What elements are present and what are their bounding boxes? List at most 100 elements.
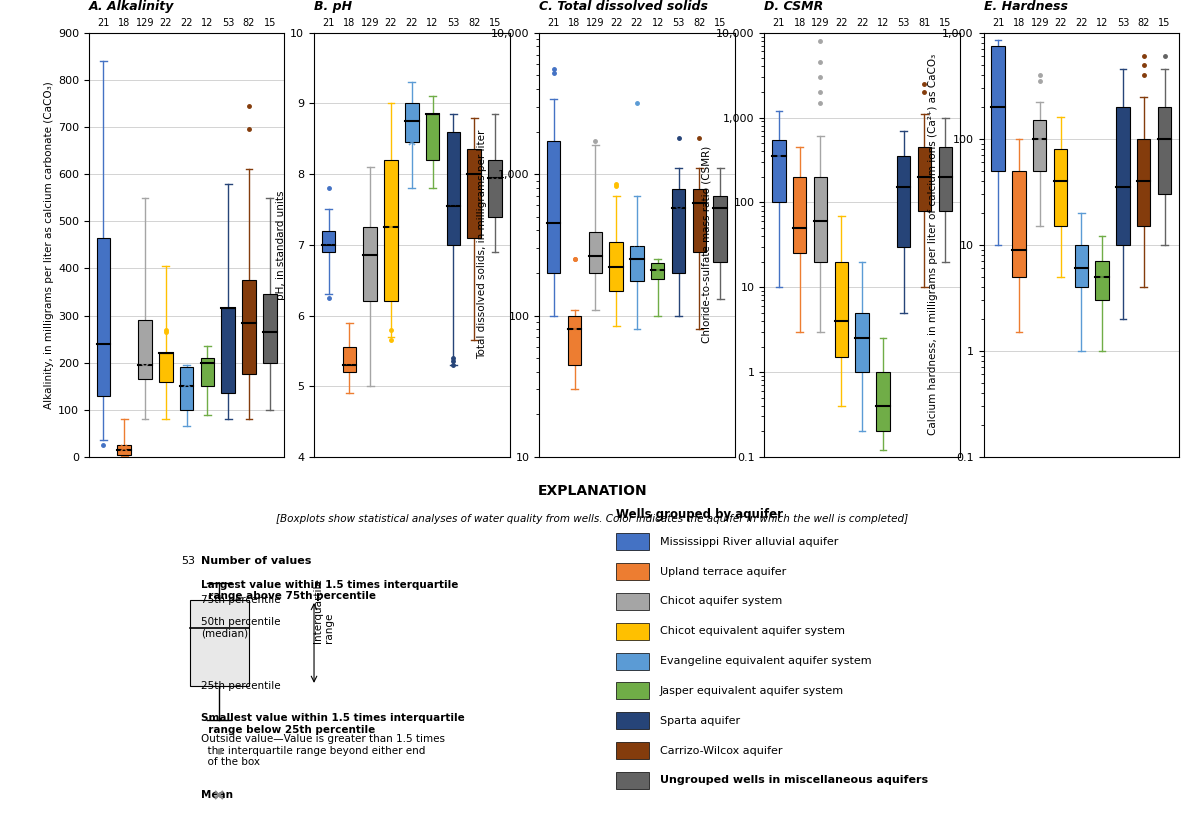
Bar <box>616 653 649 670</box>
Text: 22: 22 <box>180 19 193 29</box>
Text: 15: 15 <box>1158 19 1171 29</box>
Bar <box>222 308 235 393</box>
Text: A. Alkalinity: A. Alkalinity <box>89 1 174 13</box>
Bar <box>616 742 649 759</box>
Text: 129: 129 <box>587 19 604 29</box>
Text: Largest value within 1.5 times interquartile
  range above 75th percentile: Largest value within 1.5 times interquar… <box>201 579 459 601</box>
Text: 129: 129 <box>812 19 829 29</box>
Bar <box>672 189 685 273</box>
Text: Outside value—Value is greater than 1.5 times
  the interquartile range beyond e: Outside value—Value is greater than 1.5 … <box>201 734 446 768</box>
Text: Ungrouped wells in miscellaneous aquifers: Ungrouped wells in miscellaneous aquifer… <box>660 775 928 785</box>
Text: Carrizo-Wilcox aquifer: Carrizo-Wilcox aquifer <box>660 746 782 756</box>
Bar <box>447 131 460 245</box>
Text: 53: 53 <box>181 556 196 565</box>
Text: 18: 18 <box>569 19 581 29</box>
Bar <box>180 367 193 410</box>
Y-axis label: Alkalinity, in milligrams per liter as calcium carbonate (CaCO₃): Alkalinity, in milligrams per liter as c… <box>44 81 53 409</box>
Text: EXPLANATION: EXPLANATION <box>538 484 647 498</box>
Bar <box>1158 107 1171 194</box>
Bar <box>425 114 440 160</box>
Text: B. pH: B. pH <box>314 1 352 13</box>
Bar <box>1116 107 1129 245</box>
Bar <box>917 147 931 211</box>
Text: 53: 53 <box>222 19 235 29</box>
Bar <box>200 358 214 386</box>
Bar <box>773 140 786 202</box>
Text: 22: 22 <box>160 19 172 29</box>
Text: 18: 18 <box>344 19 356 29</box>
Text: 53: 53 <box>897 19 910 29</box>
Bar <box>616 563 649 580</box>
Text: 82: 82 <box>243 19 255 29</box>
Bar <box>939 147 952 211</box>
Text: Smallest value within 1.5 times interquartile
  range below 25th percentile: Smallest value within 1.5 times interqua… <box>201 713 466 734</box>
Bar <box>856 313 869 372</box>
Bar <box>1095 261 1109 300</box>
Bar <box>814 177 827 262</box>
Text: 22: 22 <box>405 19 418 29</box>
Text: 53: 53 <box>1116 19 1129 29</box>
Text: 15: 15 <box>713 19 726 29</box>
Text: 22: 22 <box>1075 19 1088 29</box>
Bar <box>713 196 726 262</box>
Text: 81: 81 <box>918 19 930 29</box>
Bar <box>405 104 418 142</box>
Bar <box>589 232 602 273</box>
Bar <box>616 593 649 610</box>
Bar <box>139 320 152 379</box>
Text: 21: 21 <box>547 19 561 29</box>
Bar <box>897 156 910 246</box>
Text: 25th percentile: 25th percentile <box>201 681 281 691</box>
Text: 75th percentile: 75th percentile <box>201 595 281 605</box>
Text: 22: 22 <box>630 19 643 29</box>
Bar <box>97 237 110 396</box>
Text: 82: 82 <box>1138 19 1149 29</box>
Y-axis label: Total dissolved solids, in milligrams per liter: Total dissolved solids, in milligrams pe… <box>476 130 487 360</box>
Text: 12: 12 <box>877 19 889 29</box>
Text: 21: 21 <box>992 19 1005 29</box>
Bar <box>1033 120 1046 171</box>
Bar <box>992 46 1005 171</box>
Text: Mean: Mean <box>201 791 233 800</box>
Text: Number of values: Number of values <box>201 556 312 565</box>
Text: 18: 18 <box>1013 19 1025 29</box>
Bar <box>263 295 276 362</box>
Text: 15: 15 <box>263 19 276 29</box>
Bar <box>1012 171 1026 277</box>
Text: 22: 22 <box>835 19 847 29</box>
Text: 21: 21 <box>97 19 110 29</box>
Bar <box>692 189 706 252</box>
Text: 50th percentile
(median): 50th percentile (median) <box>201 617 281 638</box>
Text: Wells grouped by aquifer: Wells grouped by aquifer <box>616 508 783 521</box>
Text: 22: 22 <box>385 19 397 29</box>
Text: 21: 21 <box>773 19 786 29</box>
Bar <box>834 262 848 357</box>
Bar <box>384 160 398 301</box>
Bar <box>609 242 623 290</box>
Text: Interquartile
range: Interquartile range <box>313 578 334 643</box>
Bar <box>1053 149 1068 226</box>
Bar <box>568 316 582 365</box>
Text: Evangeline equivalent aquifer system: Evangeline equivalent aquifer system <box>660 656 872 666</box>
Bar <box>159 353 173 382</box>
Text: [Boxplots show statistical analyses of water quality from wells. Color indicates: [Boxplots show statistical analyses of w… <box>276 514 909 525</box>
Bar <box>364 227 377 301</box>
Text: 12: 12 <box>427 19 438 29</box>
Text: 129: 129 <box>136 19 154 29</box>
Text: E. Hardness: E. Hardness <box>984 1 1068 13</box>
Text: 22: 22 <box>1055 19 1066 29</box>
Bar <box>1136 139 1151 226</box>
Bar <box>876 372 890 432</box>
Text: Jasper equivalent aquifer system: Jasper equivalent aquifer system <box>660 686 844 696</box>
Bar <box>488 160 501 216</box>
Bar <box>651 263 665 279</box>
Bar <box>117 446 132 455</box>
Text: Upland terrace aquifer: Upland terrace aquifer <box>660 566 787 577</box>
Text: 12: 12 <box>1096 19 1108 29</box>
Text: 18: 18 <box>118 19 130 29</box>
Text: 12: 12 <box>201 19 213 29</box>
Bar <box>1075 245 1088 287</box>
Y-axis label: pH, in standard units: pH, in standard units <box>276 190 286 299</box>
Text: C. Total dissolved solids: C. Total dissolved solids <box>539 1 709 13</box>
Text: 22: 22 <box>856 19 869 29</box>
